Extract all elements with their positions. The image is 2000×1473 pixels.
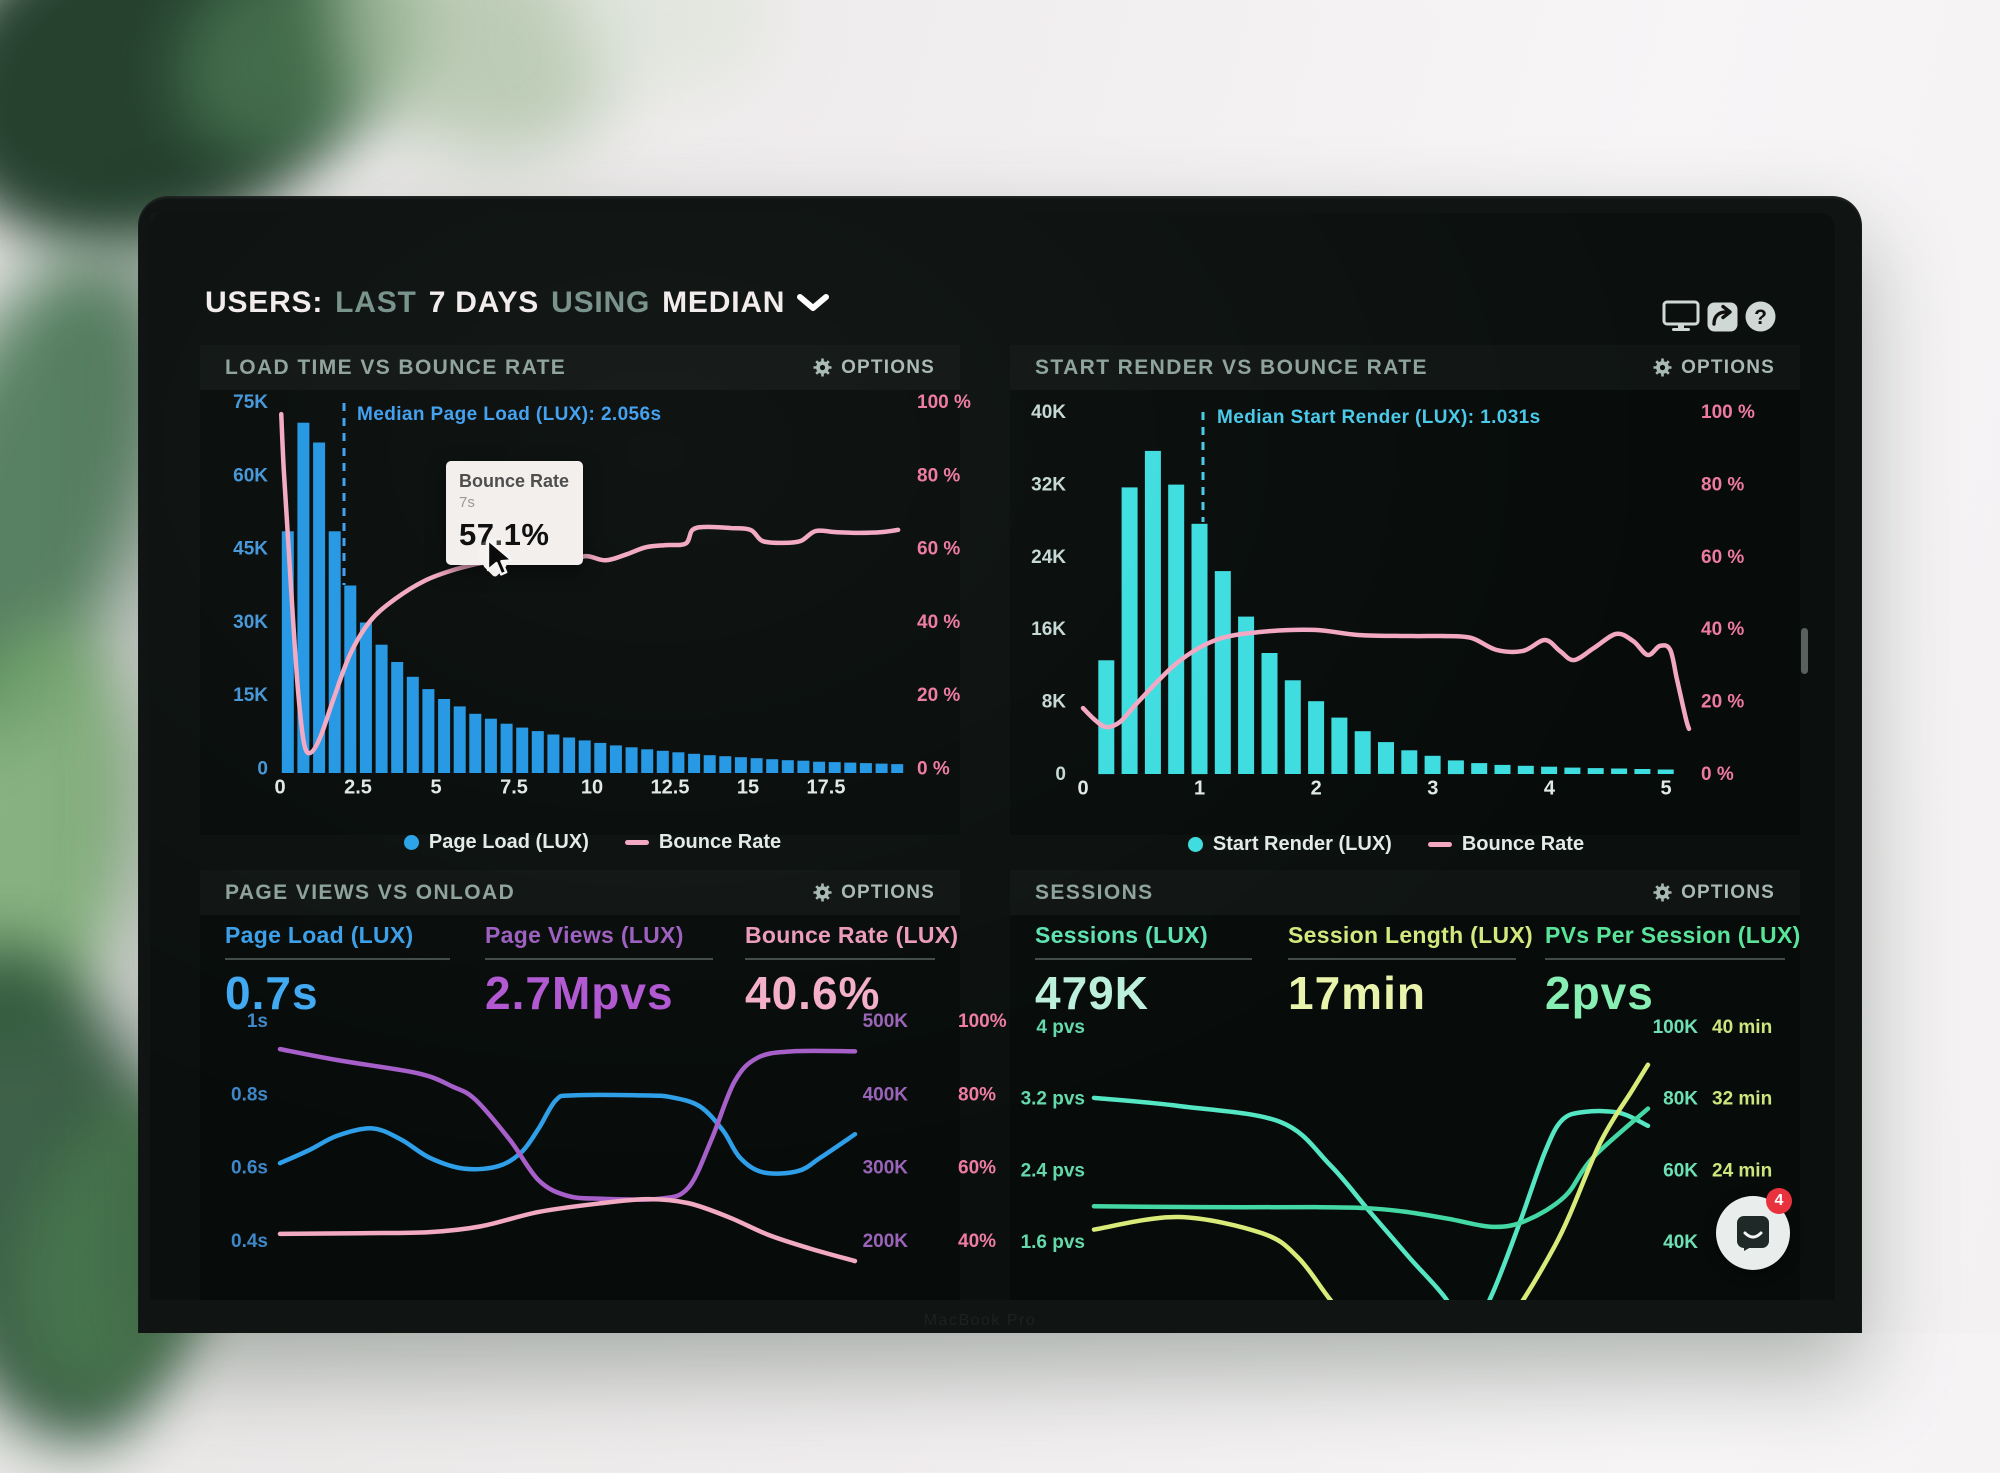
legend-item[interactable]: Bounce Rate bbox=[1427, 833, 1585, 856]
metric-label: Bounce Rate (LUX) bbox=[745, 922, 959, 948]
metric-value: 40.6% bbox=[745, 967, 881, 1019]
mouse-cursor bbox=[478, 538, 514, 576]
badge-count: 4 bbox=[1774, 1192, 1784, 1209]
scrollbar-thumb[interactable] bbox=[1801, 628, 1808, 674]
metric-underline bbox=[745, 958, 935, 960]
legend-item[interactable]: Bounce Rate bbox=[624, 831, 782, 854]
plant-leaf bbox=[560, 0, 770, 90]
title-using: USING bbox=[551, 286, 651, 319]
panel-header: LOAD TIME VS BOUNCE RATE OPTIONS bbox=[200, 345, 960, 390]
options-button[interactable]: OPTIONS bbox=[813, 357, 935, 379]
median-page-load-label: Median Page Load (LUX): 2.056s bbox=[357, 404, 662, 425]
share-icon[interactable] bbox=[1706, 301, 1739, 338]
panel-header: PAGE VIEWS VS ONLOAD OPTIONS bbox=[200, 870, 960, 915]
gear-icon bbox=[813, 358, 832, 377]
metric-dropdown[interactable]: MEDIAN bbox=[662, 286, 830, 320]
options-button[interactable]: OPTIONS bbox=[1653, 357, 1775, 379]
metric-label: Sessions (LUX) bbox=[1035, 922, 1208, 948]
metric-label: PVs Per Session (LUX) bbox=[1545, 922, 1801, 948]
chat-launcher-button[interactable] bbox=[1716, 1196, 1790, 1270]
metric-label: Session Length (LUX) bbox=[1288, 922, 1533, 948]
metric-label: Page Views (LUX) bbox=[485, 922, 684, 948]
legend-label: Page Load (LUX) bbox=[428, 831, 589, 853]
legend-line-icon bbox=[1427, 842, 1452, 847]
options-button[interactable]: OPTIONS bbox=[813, 882, 935, 904]
panel-header: SESSIONS OPTIONS bbox=[1010, 870, 1800, 915]
metric-value: 479K bbox=[1035, 967, 1149, 1019]
gear-icon bbox=[813, 883, 832, 902]
metric-value: 2pvs bbox=[1545, 967, 1654, 1019]
options-label: OPTIONS bbox=[1681, 881, 1775, 903]
title-prefix: USERS: bbox=[205, 286, 324, 319]
legend-label: Bounce Rate bbox=[658, 831, 782, 853]
page-title: USERS: LAST 7 DAYS USING MEDIAN bbox=[205, 286, 830, 320]
title-days: 7 DAYS bbox=[428, 286, 540, 319]
plant-leaf bbox=[137, 0, 463, 202]
panel-header: START RENDER VS BOUNCE RATE OPTIONS bbox=[1010, 345, 1800, 390]
metric-underline bbox=[1035, 958, 1252, 960]
options-label: OPTIONS bbox=[841, 356, 935, 378]
tooltip-x-value: 7s bbox=[459, 494, 475, 511]
title-range: LAST bbox=[335, 286, 417, 319]
chevron-down-icon bbox=[797, 294, 830, 311]
options-label: OPTIONS bbox=[1681, 356, 1775, 378]
panel-title: LOAD TIME VS BOUNCE RATE bbox=[225, 355, 567, 379]
help-icon[interactable]: ? bbox=[1744, 300, 1777, 338]
median-start-render-label: Median Start Render (LUX): 1.031s bbox=[1217, 407, 1541, 428]
metric-value: 17min bbox=[1288, 967, 1426, 1019]
tooltip-series: Bounce Rate bbox=[459, 471, 570, 491]
svg-text:?: ? bbox=[1754, 306, 1767, 329]
metric-underline bbox=[1288, 958, 1516, 960]
legend-line-icon bbox=[624, 840, 649, 845]
gear-icon bbox=[1653, 358, 1672, 377]
options-button[interactable]: OPTIONS bbox=[1653, 882, 1775, 904]
legend-item[interactable]: Start Render (LUX) bbox=[1187, 833, 1392, 856]
chat-bubble-icon bbox=[1737, 1216, 1769, 1251]
gear-icon bbox=[1653, 883, 1672, 902]
c2-legend: Start Render (LUX) Bounce Rate bbox=[1083, 833, 1689, 856]
legend-dot-icon bbox=[1187, 837, 1203, 852]
options-label: OPTIONS bbox=[841, 881, 935, 903]
legend-dot-icon bbox=[403, 835, 419, 850]
c1-legend: Page Load (LUX) Bounce Rate bbox=[280, 831, 905, 854]
metric-value: 2.7Mpvs bbox=[485, 967, 674, 1019]
metric-underline bbox=[485, 958, 713, 960]
legend-item[interactable]: Page Load (LUX) bbox=[403, 831, 589, 854]
metric-underline bbox=[225, 958, 450, 960]
panel-title: PAGE VIEWS VS ONLOAD bbox=[225, 880, 516, 904]
laptop-brand-text: MacBook Pro bbox=[923, 1312, 1037, 1329]
metric-label: Page Load (LUX) bbox=[225, 922, 414, 948]
title-metric: MEDIAN bbox=[662, 286, 786, 319]
monitor-icon[interactable] bbox=[1662, 300, 1700, 337]
metric-value: 0.7s bbox=[225, 967, 319, 1019]
legend-label: Start Render (LUX) bbox=[1212, 833, 1392, 855]
panel-title: START RENDER VS BOUNCE RATE bbox=[1035, 355, 1428, 379]
panel-title: SESSIONS bbox=[1035, 880, 1154, 904]
metric-underline bbox=[1545, 958, 1785, 960]
notification-badge: 4 bbox=[1766, 1188, 1792, 1214]
legend-label: Bounce Rate bbox=[1461, 833, 1585, 855]
plant-leaf bbox=[297, 0, 653, 201]
